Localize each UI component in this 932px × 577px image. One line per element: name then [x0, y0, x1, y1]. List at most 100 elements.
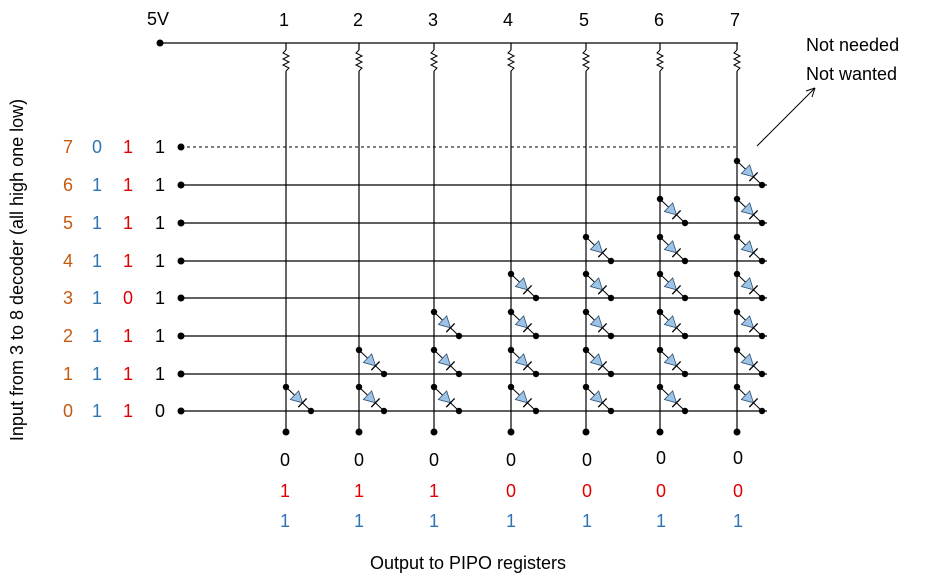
diode: [355, 383, 388, 415]
output-bit: 1: [354, 481, 364, 501]
diode: [507, 383, 540, 415]
output-column: 0 1 1: [354, 450, 364, 531]
diode: [430, 346, 463, 378]
diode: [733, 270, 766, 302]
output-bit: 0: [429, 450, 439, 470]
output-node: [733, 428, 741, 436]
pullup-resistor: [655, 49, 665, 72]
column-label: 2: [353, 10, 363, 30]
output-bit: 1: [733, 511, 743, 531]
row-bit: 1: [92, 213, 102, 233]
diode-bar: [748, 323, 759, 333]
row-bit: 1: [123, 401, 133, 421]
diode-bar: [748, 361, 759, 371]
output-bit: 1: [656, 511, 666, 531]
input-node: [177, 370, 185, 378]
output-bit: 1: [582, 511, 592, 531]
note-line: Not needed: [806, 35, 899, 55]
diode: [733, 383, 766, 415]
diode-bar: [297, 398, 308, 408]
diode: [656, 270, 689, 302]
output-bit: 0: [280, 450, 290, 470]
diode-bar: [597, 361, 608, 371]
pullup-resistor: [732, 49, 742, 72]
column-label: 3: [428, 10, 438, 30]
diode-bar: [522, 398, 533, 408]
output-column: 0 0 1: [733, 448, 743, 531]
diode-body: [514, 315, 529, 329]
diodes: [282, 157, 766, 415]
row-bit: 1: [155, 326, 165, 346]
diode: [582, 233, 615, 265]
input-node: [177, 257, 185, 265]
diode-body: [514, 277, 529, 291]
diode-bar: [671, 210, 682, 220]
row-bit: 1: [92, 326, 102, 346]
row-index: 0: [63, 401, 73, 421]
row-bit: 1: [123, 251, 133, 271]
diode-bar: [370, 361, 381, 371]
diode-body: [589, 353, 604, 367]
row-7: [177, 143, 738, 151]
row-bit: 1: [92, 288, 102, 308]
row-input: 7 0 1 1: [63, 137, 165, 157]
row-6: [177, 181, 767, 189]
row-bit: 1: [92, 175, 102, 195]
diode-body: [437, 315, 452, 329]
column-wires: [281, 43, 742, 436]
diode: [733, 195, 766, 227]
diode-body: [362, 353, 377, 367]
output-bit: 0: [733, 448, 743, 468]
diode: [733, 233, 766, 265]
row-bit: 0: [123, 288, 133, 308]
diode-bar: [370, 398, 381, 408]
input-node: [177, 294, 185, 302]
note-arrowhead: [805, 87, 816, 98]
output-bit: 1: [506, 511, 516, 531]
output-bit: 0: [733, 481, 743, 501]
row-bit: 1: [155, 251, 165, 271]
diode-bar: [671, 361, 682, 371]
row-bit: 1: [92, 251, 102, 271]
output-column: 0 0 1: [582, 450, 592, 531]
output-column: 0 0 1: [656, 448, 666, 531]
output-bit: 0: [656, 448, 666, 468]
output-node: [282, 428, 290, 436]
diode: [507, 346, 540, 378]
output-bit: 0: [506, 450, 516, 470]
diode: [355, 346, 388, 378]
output-node: [582, 428, 590, 436]
row-input: 0 1 1 0: [63, 401, 165, 421]
row-bit: 0: [155, 401, 165, 421]
output-bit: 0: [506, 481, 516, 501]
diode-body: [437, 353, 452, 367]
diode: [656, 308, 689, 340]
diode: [733, 346, 766, 378]
column-label: 4: [503, 10, 513, 30]
row-bit: 1: [155, 288, 165, 308]
output-bit: 1: [429, 511, 439, 531]
output-bit: 0: [354, 450, 364, 470]
row-bit: 1: [123, 175, 133, 195]
row-index: 6: [63, 175, 73, 195]
row-bit: 1: [155, 364, 165, 384]
diode-body: [289, 390, 304, 404]
diode-body: [740, 164, 755, 178]
column-7: [732, 43, 742, 436]
row-4: [177, 257, 767, 265]
output-node: [507, 428, 515, 436]
row-bit: 0: [92, 137, 102, 157]
row-inputs: 7 0 1 1 6 1 1 1 5 1 1 1 4 1 1 1 3 1 0 1: [63, 137, 165, 421]
column-labels: 1 2 3 4 5 6 7: [279, 10, 740, 30]
row-input: 2 1 1 1: [63, 326, 165, 346]
input-node: [177, 332, 185, 340]
diode: [656, 233, 689, 265]
diode-bar: [597, 323, 608, 333]
column-1: [281, 43, 291, 436]
input-node: [177, 181, 185, 189]
diode: [656, 195, 689, 227]
diode: [733, 308, 766, 340]
row-5: [177, 219, 767, 227]
diode: [507, 308, 540, 340]
